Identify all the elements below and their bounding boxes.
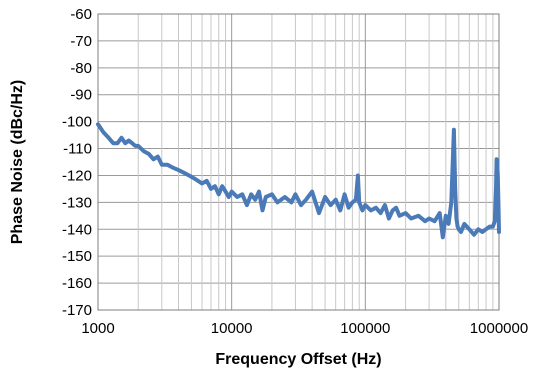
x-tick-labels: 1000 10000 100000 1000000 xyxy=(81,320,528,337)
x-tick-label: 100000 xyxy=(340,320,390,337)
y-tick-label: -100 xyxy=(62,114,92,131)
y-tick-label: -120 xyxy=(62,167,92,184)
y-tick-label: -70 xyxy=(70,33,92,50)
x-tick-label: 1000000 xyxy=(470,320,528,337)
y-axis-title: Phase Noise (dBc/Hz) xyxy=(9,80,26,244)
y-tick-label: -170 xyxy=(62,302,92,319)
grid xyxy=(97,13,500,311)
y-tick-label: -140 xyxy=(62,221,92,238)
series-line-phase-noise xyxy=(96,122,501,240)
x-tick-label: 10000 xyxy=(211,320,253,337)
x-tick-label: 1000 xyxy=(81,320,114,337)
y-tick-label: -160 xyxy=(62,275,92,292)
y-tick-label: -60 xyxy=(70,6,92,23)
y-tick-label: -130 xyxy=(62,194,92,211)
x-axis-title: Frequency Offset (Hz) xyxy=(215,351,381,368)
y-tick-label: -150 xyxy=(62,248,92,265)
y-tick-label: -110 xyxy=(63,141,92,158)
y-tick-label: -90 xyxy=(70,87,92,104)
y-tick-labels: -60 -70 -80 -90 -100 -110 -120 -130 -140 -150 -160… xyxy=(62,6,92,319)
plot-area-frame xyxy=(97,13,500,311)
y-tick-label: -80 xyxy=(70,60,92,77)
